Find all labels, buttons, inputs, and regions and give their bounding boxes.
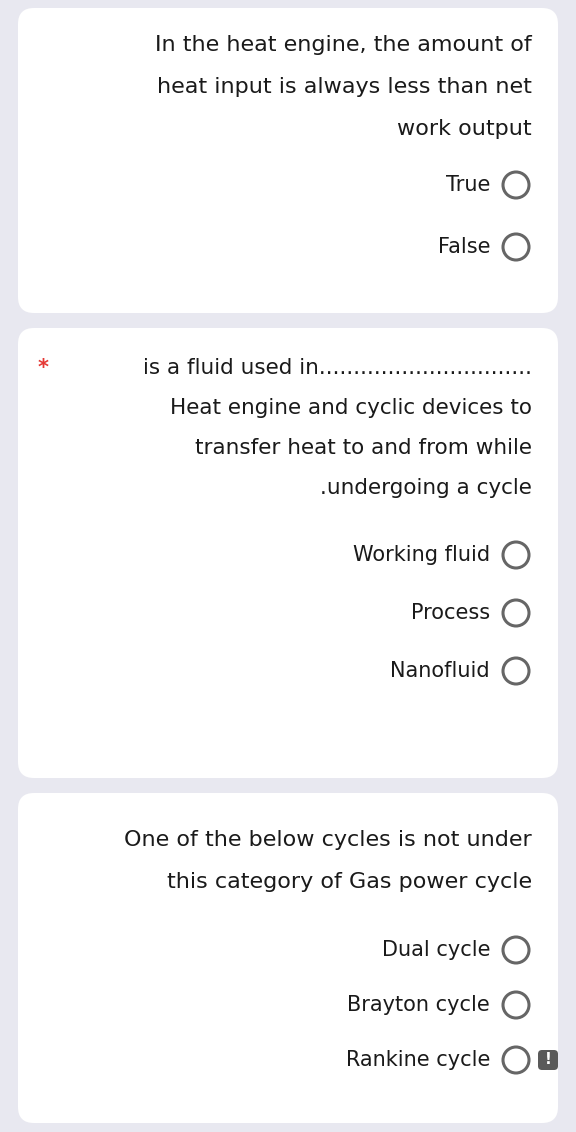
Text: Nanofluid: Nanofluid	[391, 661, 490, 681]
Text: *: *	[38, 358, 49, 378]
Text: transfer heat to and from while: transfer heat to and from while	[195, 438, 532, 458]
Text: Working fluid: Working fluid	[353, 544, 490, 565]
Text: .undergoing a cycle: .undergoing a cycle	[320, 478, 532, 498]
FancyBboxPatch shape	[18, 794, 558, 1123]
Text: heat input is always less than net: heat input is always less than net	[157, 77, 532, 97]
Text: is a fluid used in...............................: is a fluid used in......................…	[143, 358, 532, 378]
Text: False: False	[438, 237, 490, 257]
FancyBboxPatch shape	[18, 8, 558, 314]
Text: True: True	[446, 175, 490, 195]
Text: work output: work output	[397, 119, 532, 139]
Text: One of the below cycles is not under: One of the below cycles is not under	[124, 830, 532, 850]
Text: Brayton cycle: Brayton cycle	[347, 995, 490, 1015]
Text: this category of Gas power cycle: this category of Gas power cycle	[167, 872, 532, 892]
Text: Process: Process	[411, 603, 490, 623]
Text: Dual cycle: Dual cycle	[381, 940, 490, 960]
Text: In the heat engine, the amount of: In the heat engine, the amount of	[156, 35, 532, 55]
FancyBboxPatch shape	[18, 328, 558, 778]
FancyBboxPatch shape	[538, 1050, 558, 1070]
Text: Heat engine and cyclic devices to: Heat engine and cyclic devices to	[170, 398, 532, 418]
Text: Rankine cycle: Rankine cycle	[346, 1050, 490, 1070]
Text: !: !	[544, 1053, 551, 1067]
